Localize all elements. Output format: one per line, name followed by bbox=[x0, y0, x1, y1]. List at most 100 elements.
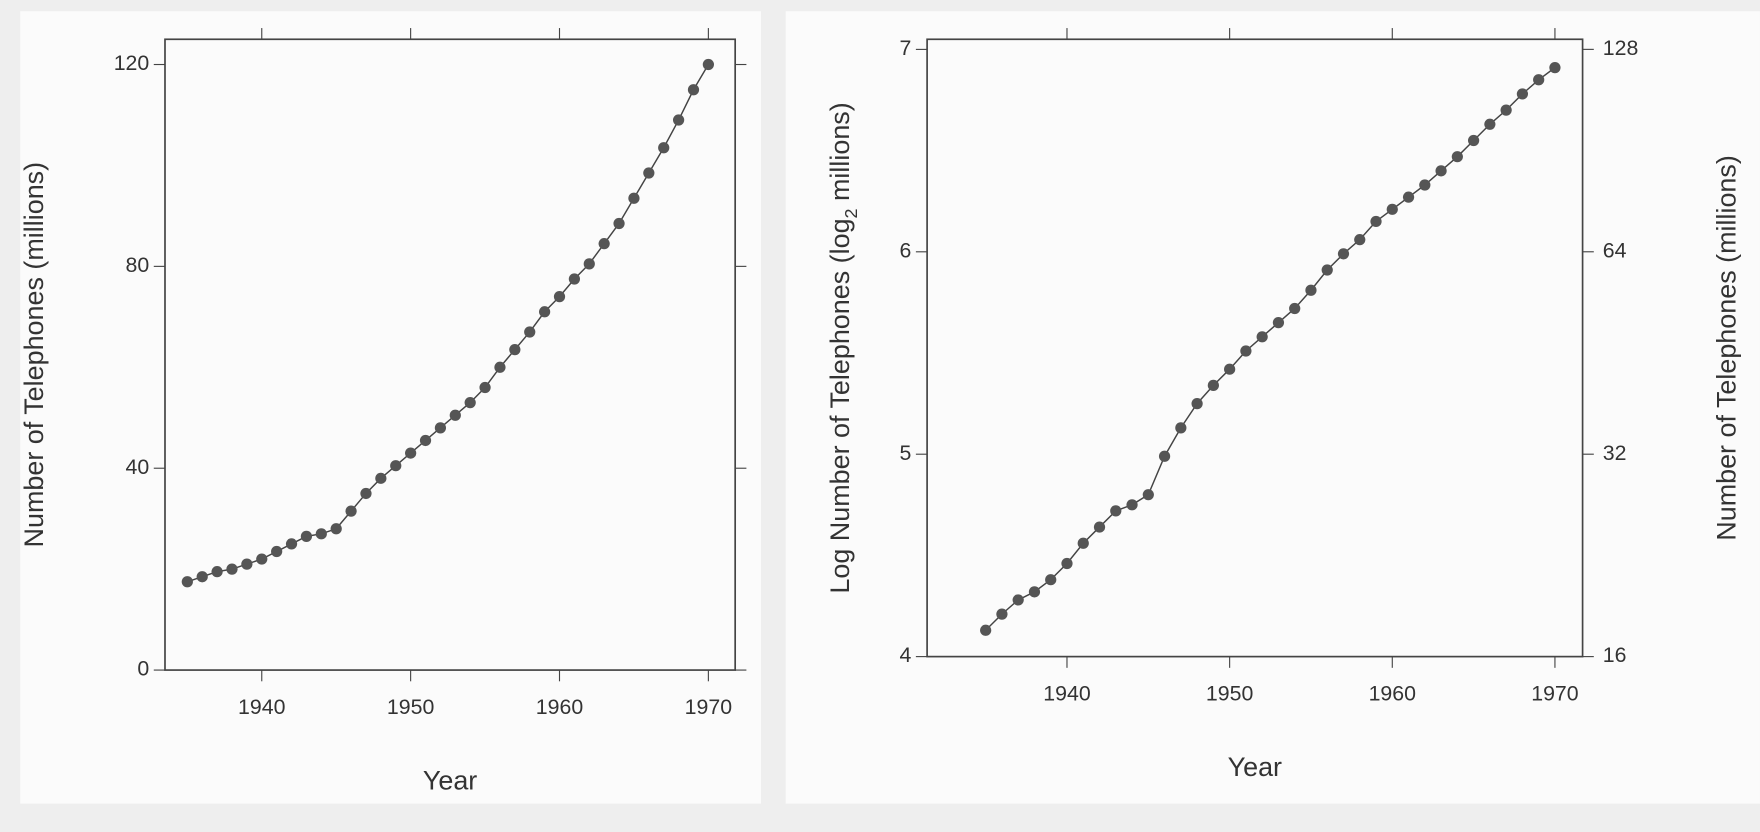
data-point bbox=[1354, 234, 1366, 246]
data-point bbox=[1337, 248, 1350, 260]
y-axis-label-part: millions) bbox=[825, 102, 855, 208]
y2-axis-label: Number of Telephones (millions) bbox=[1712, 155, 1742, 541]
data-point bbox=[1175, 422, 1187, 434]
x-tick-label: 1960 bbox=[1369, 681, 1417, 705]
data-point bbox=[1305, 284, 1317, 296]
x-tick-label: 1970 bbox=[685, 695, 733, 719]
data-point bbox=[1126, 499, 1138, 511]
data-point bbox=[1045, 574, 1057, 586]
data-point bbox=[1207, 379, 1219, 392]
data-point bbox=[1256, 331, 1268, 343]
data-point bbox=[285, 538, 298, 550]
data-point bbox=[434, 422, 447, 434]
data-point bbox=[315, 528, 327, 540]
data-point bbox=[1386, 203, 1398, 215]
y-tick-label: 0 bbox=[137, 657, 149, 681]
y2-tick-label: 128 bbox=[1603, 36, 1639, 60]
x-tick-label: 1970 bbox=[1531, 681, 1579, 705]
data-point bbox=[1370, 215, 1382, 228]
y-tick-label: 80 bbox=[126, 253, 150, 277]
y-axis-label-part: 2 bbox=[841, 208, 861, 218]
data-point bbox=[687, 84, 700, 96]
data-point bbox=[464, 397, 476, 409]
data-point bbox=[181, 576, 193, 588]
data-point bbox=[1533, 74, 1545, 86]
x-tick-label: 1940 bbox=[1043, 681, 1091, 705]
plot-frame bbox=[164, 38, 737, 671]
data-point bbox=[405, 447, 417, 459]
data-point bbox=[360, 487, 372, 500]
data-point bbox=[568, 273, 581, 285]
data-point bbox=[449, 409, 461, 421]
data-point bbox=[211, 566, 223, 578]
data-point bbox=[390, 460, 402, 472]
data-point bbox=[583, 258, 595, 270]
data-point bbox=[1240, 345, 1252, 357]
data-point bbox=[524, 326, 536, 338]
plot-frame bbox=[926, 38, 1584, 658]
y-axis-label: Number of Telephones (millions) bbox=[19, 162, 49, 548]
y-tick-label: 120 bbox=[114, 51, 150, 75]
panel bbox=[785, 11, 1760, 804]
data-point bbox=[980, 624, 992, 636]
y-tick-label: 6 bbox=[900, 238, 912, 262]
data-point bbox=[1142, 489, 1154, 501]
data-point bbox=[330, 523, 342, 535]
data-point bbox=[1419, 179, 1431, 191]
data-point bbox=[1093, 521, 1106, 533]
data-point bbox=[643, 167, 655, 179]
y-tick-label: 40 bbox=[126, 455, 150, 479]
data-point bbox=[1028, 586, 1041, 598]
data-point bbox=[509, 344, 521, 356]
y-axis-label-part: Log Number of Telephones (log bbox=[825, 218, 855, 593]
data-point bbox=[1467, 134, 1480, 147]
data-point bbox=[1549, 62, 1561, 74]
x-axis-label: Year bbox=[1228, 752, 1282, 782]
data-point bbox=[628, 192, 640, 204]
data-point bbox=[375, 472, 387, 484]
data-point bbox=[613, 217, 625, 230]
data-point bbox=[539, 306, 551, 318]
data-point bbox=[196, 571, 208, 583]
data-point bbox=[271, 545, 283, 558]
data-point bbox=[1224, 363, 1236, 375]
x-axis-label: Year bbox=[423, 765, 477, 795]
x-tick-label: 1960 bbox=[536, 695, 584, 719]
y2-tick-label: 16 bbox=[1603, 643, 1627, 667]
data-point bbox=[1516, 88, 1529, 100]
x-tick-label: 1950 bbox=[1206, 681, 1254, 705]
y-tick-label: 5 bbox=[900, 441, 912, 465]
y-tick-label: 4 bbox=[900, 643, 912, 667]
data-point bbox=[1158, 450, 1171, 462]
x-tick-label: 1950 bbox=[387, 695, 435, 719]
data-point bbox=[226, 563, 238, 575]
data-point bbox=[1451, 151, 1463, 163]
data-point bbox=[672, 114, 685, 126]
data-point bbox=[479, 381, 491, 394]
data-point bbox=[419, 434, 432, 447]
data-point bbox=[1077, 537, 1089, 549]
data-point bbox=[1484, 118, 1496, 130]
data-point bbox=[1012, 594, 1024, 606]
data-point bbox=[1402, 191, 1415, 203]
data-point bbox=[241, 558, 253, 570]
y2-tick-label: 32 bbox=[1603, 441, 1627, 465]
data-point bbox=[598, 238, 610, 250]
data-point bbox=[345, 505, 357, 517]
data-point bbox=[553, 291, 566, 303]
panel bbox=[20, 11, 761, 804]
data-point bbox=[1061, 557, 1073, 570]
y-axis-label: Log Number of Telephones (log2 millions) bbox=[825, 102, 861, 593]
data-point bbox=[1321, 264, 1333, 276]
data-point bbox=[1289, 302, 1301, 315]
data-point bbox=[256, 553, 268, 565]
y2-tick-label: 64 bbox=[1603, 238, 1627, 262]
data-point bbox=[1435, 165, 1447, 177]
data-point bbox=[658, 142, 670, 154]
data-point bbox=[300, 530, 313, 542]
data-point bbox=[1500, 104, 1512, 116]
data-point bbox=[702, 58, 714, 71]
data-point bbox=[1110, 505, 1122, 517]
data-point bbox=[1272, 317, 1285, 329]
